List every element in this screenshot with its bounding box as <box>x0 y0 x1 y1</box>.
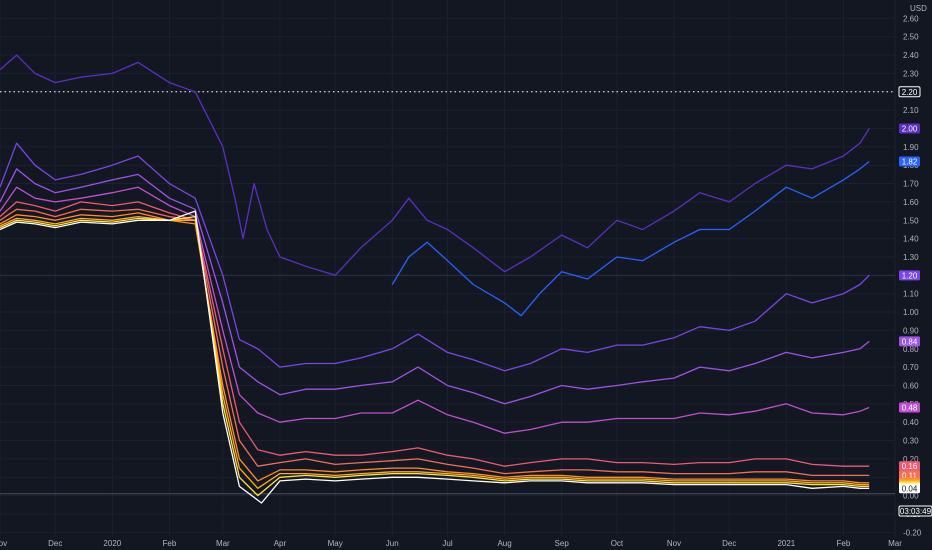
currency-label: USD <box>910 4 927 13</box>
y-tick-label: 1.90 <box>903 143 919 152</box>
price-tags: 2.001.821.200.840.480.160.110.070.060.05… <box>898 86 932 517</box>
x-tick-label: Feb <box>163 539 177 548</box>
svg-text:0.04: 0.04 <box>902 484 918 493</box>
x-tick-label: Nov <box>0 539 7 548</box>
x-tick-label: 2021 <box>777 539 795 548</box>
y-tick-label: 0.70 <box>903 363 919 372</box>
series-line-4 <box>0 168 870 405</box>
y-tick-label: 1.40 <box>903 235 919 244</box>
time-axis[interactable]: Nov Dec 2020 Feb Mar Apr May Jun Jul Aug Sep Oct Nov… <box>0 539 902 548</box>
svg-text:0.11: 0.11 <box>902 471 918 480</box>
x-tick-label: Jun <box>386 539 399 548</box>
series-line-2 <box>391 160 870 317</box>
y-tick-label: 1.60 <box>903 198 919 207</box>
price-axis[interactable]: 2.602.502.402.302.202.102.001.901.801.70… <box>903 14 922 537</box>
x-tick-label: Sep <box>555 539 570 548</box>
y-tick-label: 0.20 <box>903 455 919 464</box>
y-tick-label: 0.40 <box>903 418 919 427</box>
y-tick-label: -0.20 <box>903 528 922 537</box>
y-tick-label: 2.60 <box>903 14 919 23</box>
last-value-tag-4: 0.84 <box>899 336 920 347</box>
svg-text:2.00: 2.00 <box>902 124 918 133</box>
series-line-1 <box>0 54 870 276</box>
x-tick-label: Nov <box>667 539 681 548</box>
x-tick-label: May <box>328 539 343 548</box>
x-tick-label: Mar <box>888 539 902 548</box>
last-value-tag-1: 2.00 <box>899 123 920 134</box>
y-tick-label: 0.60 <box>903 381 919 390</box>
svg-text:1.20: 1.20 <box>902 271 918 280</box>
last-value-tag-2: 1.82 <box>899 156 920 167</box>
y-tick-label: 2.50 <box>903 33 919 42</box>
last-value-tag-6: 0.16 <box>899 461 920 472</box>
series-line-5 <box>0 186 870 434</box>
x-tick-label: Jul <box>442 539 452 548</box>
series-lines <box>0 54 870 504</box>
series-line-7 <box>0 208 870 477</box>
series-line-3 <box>0 142 870 372</box>
svg-text:0.84: 0.84 <box>902 337 918 346</box>
horizontal-lines <box>0 91 895 495</box>
y-tick-label: 0.80 <box>903 345 919 354</box>
last-value-tag-11: 0.04 <box>899 483 920 494</box>
series-line-6 <box>0 201 870 467</box>
x-tick-label: Dec <box>722 539 736 548</box>
svg-text:0.48: 0.48 <box>902 404 918 413</box>
x-tick-label: Mar <box>216 539 230 548</box>
reference-tag: 2.20 <box>898 86 921 98</box>
x-tick-label: Dec <box>48 539 62 548</box>
y-tick-label: 2.30 <box>903 69 919 78</box>
svg-text:0.16: 0.16 <box>902 462 918 471</box>
y-tick-label: 1.00 <box>903 308 919 317</box>
svg-text:2.20: 2.20 <box>902 88 918 97</box>
series-line-8 <box>0 212 870 484</box>
svg-text:1.82: 1.82 <box>902 158 918 167</box>
x-tick-label: Feb <box>837 539 851 548</box>
y-tick-label: 0.90 <box>903 326 919 335</box>
series-line-10 <box>0 215 870 497</box>
series-line-9 <box>0 215 870 489</box>
y-tick-label: 2.40 <box>903 51 919 60</box>
y-tick-label: 0.30 <box>903 437 919 446</box>
x-tick-label: 2020 <box>103 539 121 548</box>
y-tick-label: 1.50 <box>903 216 919 225</box>
x-tick-label: Aug <box>497 539 511 548</box>
x-tick-label: Oct <box>611 539 624 548</box>
grid <box>0 0 896 536</box>
x-tick-label: Apr <box>274 539 287 548</box>
svg-text:03:03:49: 03:03:49 <box>900 507 932 516</box>
series-line-11 <box>0 210 870 504</box>
last-value-tag-3: 1.20 <box>899 270 920 281</box>
countdown-tag: 03:03:49 <box>898 505 932 517</box>
y-tick-label: 1.30 <box>903 253 919 262</box>
last-value-tag-5: 0.48 <box>899 402 920 413</box>
y-tick-label: 1.70 <box>903 180 919 189</box>
y-tick-label: 1.10 <box>903 290 919 299</box>
y-tick-label: 0.00 <box>903 492 919 501</box>
y-tick-label: 2.10 <box>903 106 919 115</box>
